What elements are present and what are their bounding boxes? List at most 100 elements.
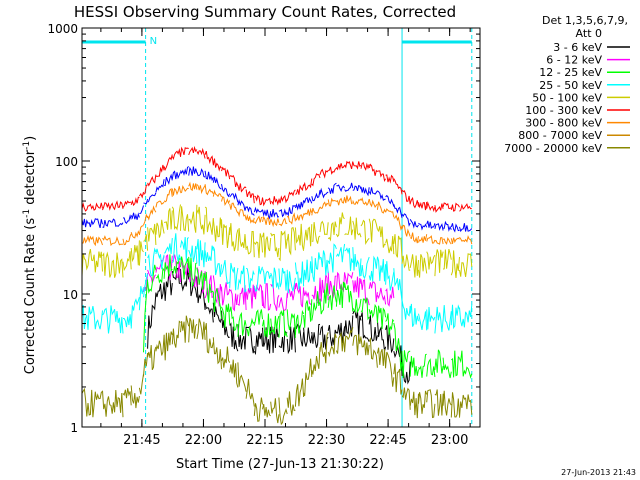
series-6-segment xyxy=(130,230,140,239)
series-8-segment xyxy=(204,323,214,354)
series-4-segment xyxy=(122,251,132,272)
series-6-segment xyxy=(237,209,247,220)
series-2-segment xyxy=(335,281,346,309)
series-8-segment xyxy=(212,337,222,370)
series-4-segment xyxy=(143,234,149,251)
series-2-segment xyxy=(360,297,370,321)
series-8-segment xyxy=(229,359,239,388)
series-0-segment xyxy=(229,322,239,352)
series-9-segment xyxy=(212,176,222,190)
series-8-segment xyxy=(319,332,329,364)
series-0-segment xyxy=(163,273,173,301)
chart-title: HESSI Observing Summary Count Rates, Cor… xyxy=(74,3,456,21)
series-3-segment xyxy=(253,266,263,292)
series-8-segment xyxy=(163,331,173,361)
series-3-segment xyxy=(188,245,198,264)
series-3-segment xyxy=(319,250,329,276)
series-5-segment xyxy=(352,161,362,170)
series-4-segment xyxy=(188,204,198,233)
series-4-segment xyxy=(245,231,255,258)
series-1-segment xyxy=(163,254,173,281)
series-3-segment xyxy=(237,265,247,293)
series-5-segment xyxy=(171,148,181,160)
series-2-segment xyxy=(147,264,157,294)
series-6-segment xyxy=(143,213,149,226)
series-3-segment xyxy=(426,306,436,330)
y-axis-label-mid: detector xyxy=(23,149,38,209)
series-2-segment xyxy=(451,350,460,378)
series-9-segment xyxy=(286,204,296,217)
series-1-segment xyxy=(294,282,305,308)
series-4-segment xyxy=(180,206,190,232)
series-8-segment xyxy=(245,378,255,407)
series-1-segment xyxy=(221,282,231,306)
legend-entry-label-0: 3 - 6 keV xyxy=(553,41,602,54)
series-2-segment xyxy=(188,256,198,288)
series-9-segment xyxy=(270,209,280,218)
series-9-segment xyxy=(443,220,452,232)
series-2-segment xyxy=(196,267,206,291)
series-0-segment xyxy=(204,302,214,323)
series-2-segment xyxy=(401,350,411,378)
series-5-segment xyxy=(143,184,148,195)
series-3-segment xyxy=(303,259,313,283)
series-9-segment xyxy=(459,223,473,233)
series-9-segment xyxy=(426,220,436,229)
series-9-segment xyxy=(336,184,346,192)
series-9-segment xyxy=(294,200,305,211)
series-9-segment xyxy=(418,222,428,231)
series-2-segment xyxy=(393,322,403,371)
series-2-segment xyxy=(155,267,165,284)
series-2-segment xyxy=(143,279,149,353)
series-4-segment xyxy=(327,221,337,242)
series-5-segment xyxy=(409,196,419,209)
series-0-segment xyxy=(336,322,346,344)
y-axis-label-end: ) xyxy=(23,136,38,141)
series-5-segment xyxy=(229,174,239,188)
series-2-segment xyxy=(163,254,173,279)
series-2-segment xyxy=(270,315,280,335)
y-tick-label-1: 10 xyxy=(63,288,78,302)
series-3-segment xyxy=(171,233,181,264)
series-0-segment xyxy=(368,315,378,342)
series-3-segment xyxy=(335,243,346,263)
series-0-segment xyxy=(253,331,263,356)
series-4-segment xyxy=(130,240,140,266)
y-tick-label-3: 1000 xyxy=(47,22,78,36)
x-tick-label-2: 22:15 xyxy=(246,433,283,448)
series-6-segment xyxy=(147,205,157,221)
series-5-segment xyxy=(393,178,403,195)
series-8-segment xyxy=(352,334,362,356)
series-5-segment xyxy=(237,183,247,193)
series-5-segment xyxy=(303,178,313,191)
series-9-segment xyxy=(352,184,362,192)
series-2 xyxy=(143,254,473,379)
series-4-segment xyxy=(204,206,214,235)
series-3-segment xyxy=(418,311,428,331)
series-1-segment xyxy=(278,293,288,311)
series-6-segment xyxy=(368,198,378,209)
series-8-segment xyxy=(196,318,206,340)
series-9-segment xyxy=(401,213,411,227)
series-6-segment xyxy=(418,234,428,243)
series-5-segment xyxy=(262,197,272,207)
series-8-segment xyxy=(278,397,288,426)
series-8-segment xyxy=(393,363,403,395)
series-9-segment xyxy=(393,204,403,219)
series-6-segment xyxy=(303,207,313,216)
series-4-segment xyxy=(221,219,231,249)
series-5-segment xyxy=(254,194,263,206)
series-9-segment xyxy=(319,187,329,199)
series-6-segment xyxy=(336,197,346,206)
series-8-segment xyxy=(434,389,444,416)
series-3-segment xyxy=(401,300,411,320)
series-4-segment xyxy=(360,219,370,246)
series-4-segment xyxy=(286,226,296,256)
series-4-segment xyxy=(147,223,157,246)
series-4-segment xyxy=(376,226,386,248)
series-2-segment xyxy=(376,305,387,330)
series-6-segment xyxy=(262,215,272,226)
series-4-segment xyxy=(393,234,403,259)
series-0-segment xyxy=(360,312,370,343)
